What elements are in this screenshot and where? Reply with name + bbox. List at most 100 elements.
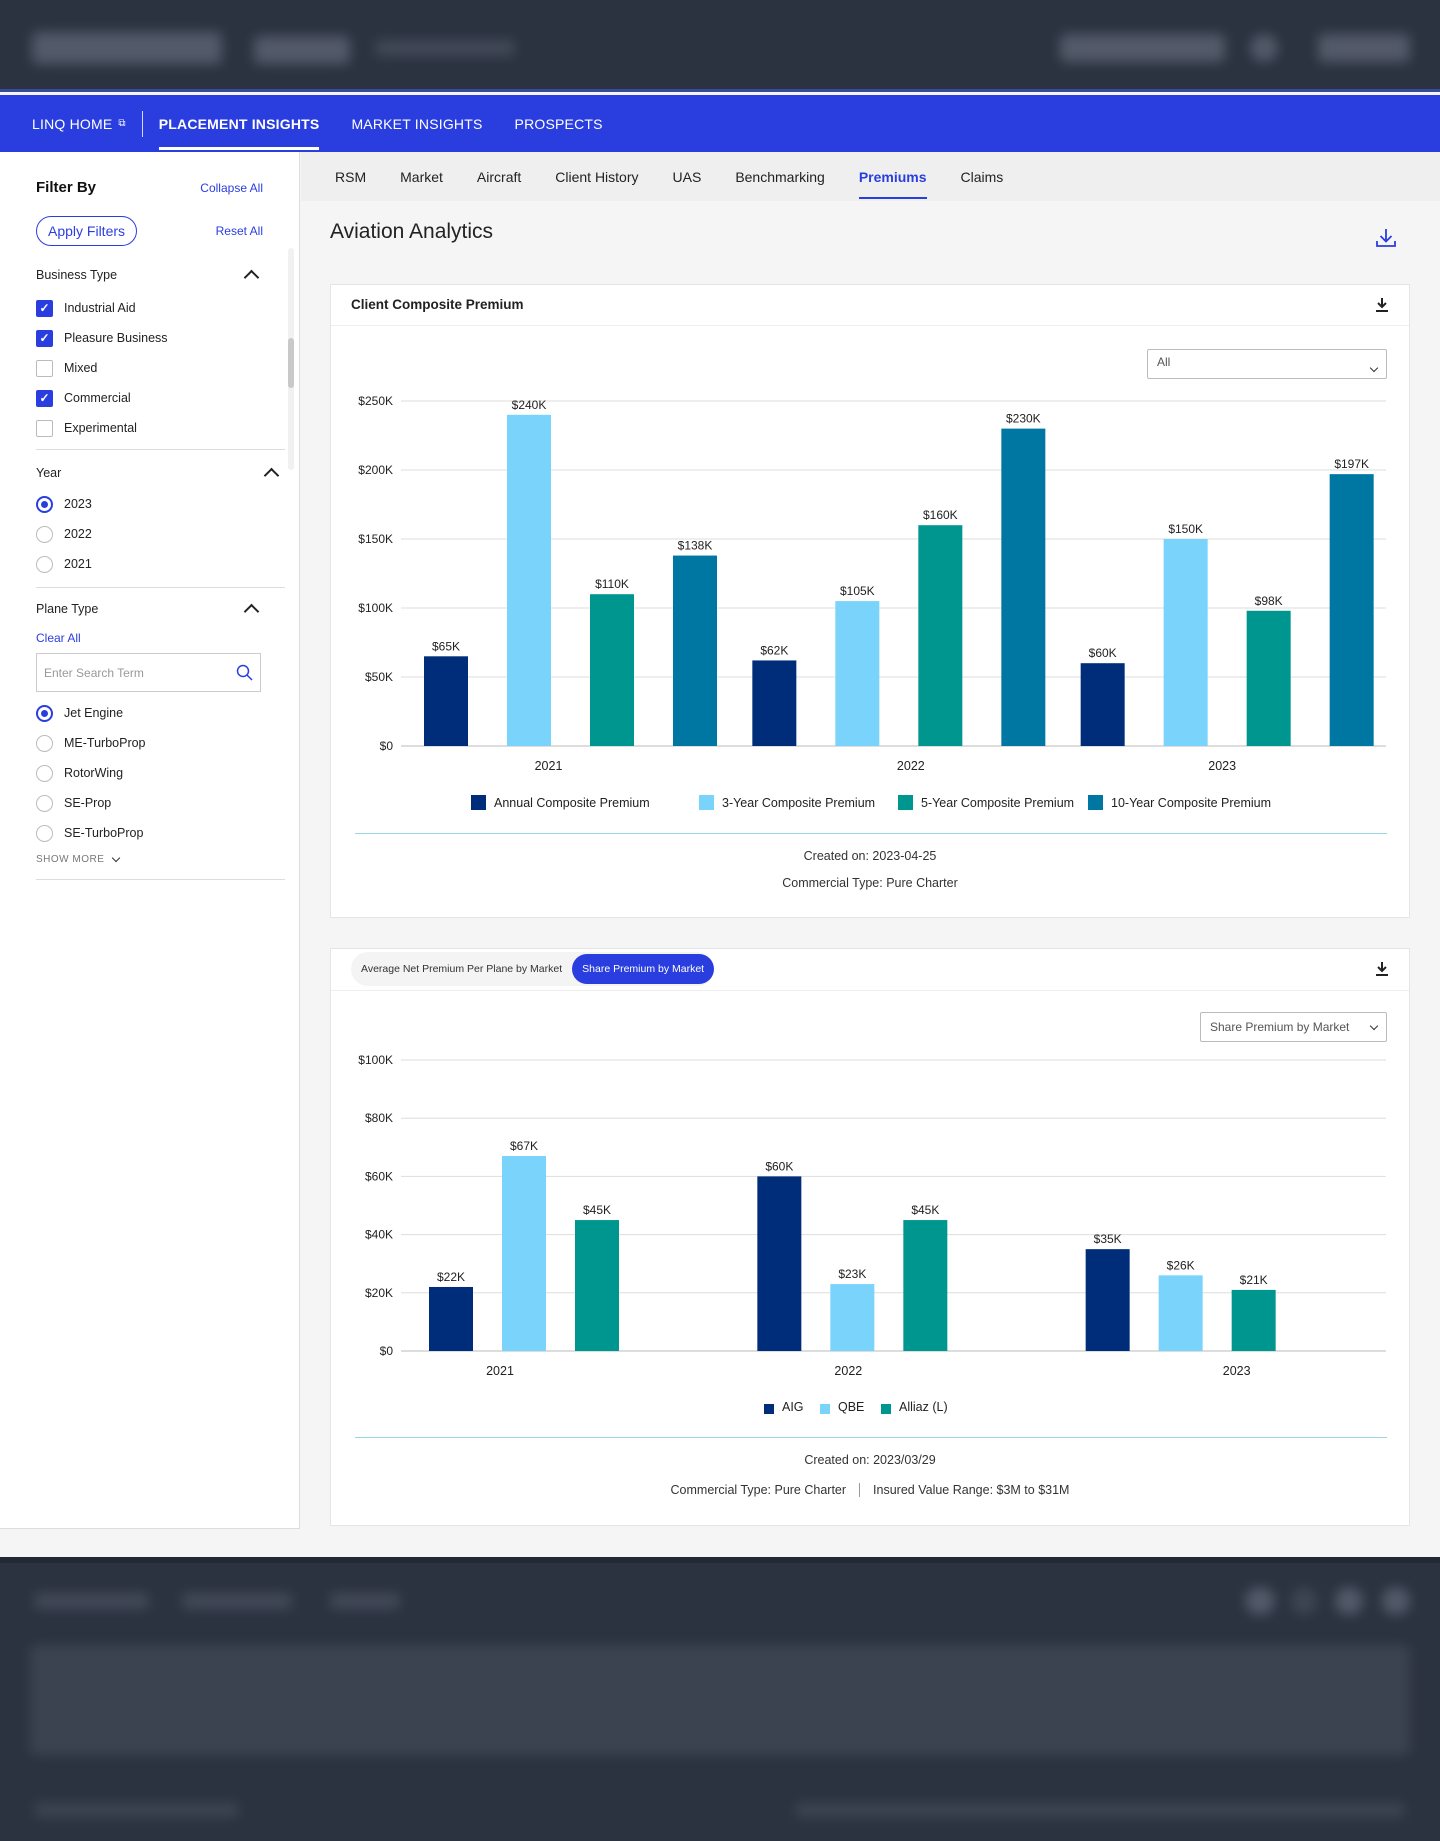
checkbox-checked-icon[interactable]: ✓ [36, 329, 53, 347]
data-label: $197K [1334, 457, 1369, 471]
tab-market[interactable]: Market [400, 168, 443, 185]
card-header-divider [331, 990, 1409, 991]
chevron-up-icon[interactable] [243, 603, 260, 620]
y-tick-label: $200K [358, 463, 393, 477]
checkbox-pleasure-business[interactable]: ✓ Pleasure Business [36, 323, 263, 353]
bar [1080, 663, 1125, 746]
chevron-up-icon[interactable] [263, 467, 280, 484]
collapse-all-link[interactable]: Collapse All [200, 180, 263, 195]
radio-jet-engine[interactable]: Jet Engine [36, 698, 263, 728]
data-label: $45K [583, 1203, 611, 1217]
market-chart-select[interactable]: Share Premium by Market [1200, 1012, 1387, 1042]
user-menu[interactable] [1318, 34, 1410, 62]
radio-2021[interactable]: 2021 [36, 549, 263, 579]
footer-link[interactable] [34, 1593, 149, 1609]
tab-aircraft[interactable]: Aircraft [476, 168, 522, 185]
tab-uas[interactable]: UAS [672, 168, 702, 185]
checkbox-checked-icon[interactable]: ✓ [36, 389, 53, 407]
x-tick-label: 2021 [535, 759, 563, 773]
tab-claims[interactable]: Claims [960, 168, 1004, 185]
x-tick-label: 2023 [1223, 1364, 1251, 1378]
share-premium-chart: $0 $20K $40K $60K $80K $100K $22K $67K $45K 2021 $… [358, 1053, 1386, 1414]
y-tick-label: $40K [365, 1228, 393, 1242]
data-label: $110K [595, 577, 629, 591]
social-icon[interactable] [1382, 1587, 1410, 1615]
radio-rotorwing[interactable]: RotorWing [36, 758, 263, 788]
social-icon[interactable] [1335, 1587, 1363, 1615]
chevron-up-icon[interactable] [243, 269, 260, 286]
radio-empty-icon[interactable] [36, 525, 53, 543]
clear-all-link[interactable]: Clear All [36, 631, 81, 645]
checkbox-empty-icon[interactable] [36, 419, 53, 437]
bar [835, 601, 880, 746]
search-icon[interactable] [236, 664, 253, 681]
option-label: Industrial Aid [64, 301, 136, 315]
download-icon[interactable] [1375, 961, 1389, 977]
checkbox-empty-icon[interactable] [36, 359, 53, 377]
radio-me-turboprop[interactable]: ME-TurboProp [36, 728, 263, 758]
y-tick-label: $20K [365, 1286, 393, 1300]
nav-linq-home[interactable]: LINQ HOME ⧉ [32, 115, 126, 132]
checkbox-mixed[interactable]: Mixed [36, 353, 263, 383]
sidebar-scrollbar[interactable] [288, 248, 294, 470]
business-type-heading: Business Type [36, 267, 118, 282]
footer-link[interactable] [182, 1593, 292, 1609]
x-tick-label: 2023 [1208, 759, 1236, 773]
tab-rsm[interactable]: RSM [335, 168, 367, 185]
tab-benchmarking[interactable]: Benchmarking [735, 168, 825, 185]
option-label: Jet Engine [64, 706, 124, 720]
legend-label: AIG [782, 1400, 804, 1414]
social-icon[interactable] [1245, 1587, 1275, 1615]
notification-icon[interactable] [1250, 34, 1278, 62]
bar [903, 1220, 948, 1351]
tab-premiums[interactable]: Premiums [858, 152, 927, 201]
share-premium-pill[interactable]: Share Premium by Market [572, 954, 715, 984]
radio-empty-icon[interactable] [36, 734, 53, 752]
option-label: 2023 [64, 497, 92, 511]
radio-2023[interactable]: 2023 [36, 489, 263, 519]
footer-link[interactable] [330, 1593, 400, 1609]
tab-client-history[interactable]: Client History [555, 168, 639, 185]
card-footer-divider [355, 1437, 1387, 1438]
nav-prospects[interactable]: PROSPECTS [514, 115, 603, 132]
header-user-info[interactable] [1060, 34, 1225, 62]
option-label: Experimental [64, 421, 137, 435]
plane-type-search-input[interactable]: Enter Search Term [36, 653, 261, 692]
radio-selected-icon[interactable] [36, 704, 53, 722]
data-label: $105K [840, 584, 875, 598]
radio-empty-icon[interactable] [36, 764, 53, 782]
bar [507, 414, 551, 746]
plane-type-heading: Plane Type [36, 601, 99, 616]
legend-swatch [898, 795, 913, 810]
legend-swatch [881, 1404, 891, 1414]
radio-se-prop[interactable]: SE-Prop [36, 788, 263, 818]
avg-net-premium-pill[interactable]: Average Net Premium Per Plane by Market [361, 963, 563, 975]
composite-filter-select[interactable]: All [1147, 349, 1387, 379]
footer-legal-links[interactable] [795, 1803, 1405, 1817]
download-icon[interactable] [1375, 297, 1389, 313]
data-label: $26K [1167, 1258, 1195, 1272]
checkbox-experimental[interactable]: Experimental [36, 413, 263, 443]
radio-empty-icon[interactable] [36, 555, 53, 573]
checkbox-industrial-aid[interactable]: ✓ Industrial Aid [36, 293, 263, 323]
radio-empty-icon[interactable] [36, 794, 53, 812]
scrollbar-thumb[interactable] [288, 338, 294, 388]
nav-placement-insights[interactable]: PLACEMENT INSIGHTS [158, 95, 320, 152]
radio-empty-icon[interactable] [36, 824, 53, 842]
radio-2022[interactable]: 2022 [36, 519, 263, 549]
reset-all-link[interactable]: Reset All [215, 224, 263, 238]
option-label: Pleasure Business [64, 331, 168, 345]
radio-selected-icon[interactable] [36, 495, 53, 513]
y-tick-label: $0 [380, 739, 394, 753]
footer-copyright [34, 1803, 239, 1817]
nav-market-insights[interactable]: MARKET INSIGHTS [351, 115, 483, 132]
radio-se-turboprop[interactable]: SE-TurboProp [36, 818, 263, 848]
checkbox-checked-icon[interactable]: ✓ [36, 299, 53, 317]
apply-filters-button[interactable]: Apply Filters [36, 216, 138, 246]
social-icon[interactable] [1291, 1587, 1317, 1615]
bar [429, 1286, 473, 1351]
product-name [254, 36, 350, 64]
download-icon[interactable] [1374, 226, 1398, 250]
show-more-link[interactable]: SHOW MORE [36, 853, 263, 865]
checkbox-commercial[interactable]: ✓ Commercial [36, 383, 263, 413]
